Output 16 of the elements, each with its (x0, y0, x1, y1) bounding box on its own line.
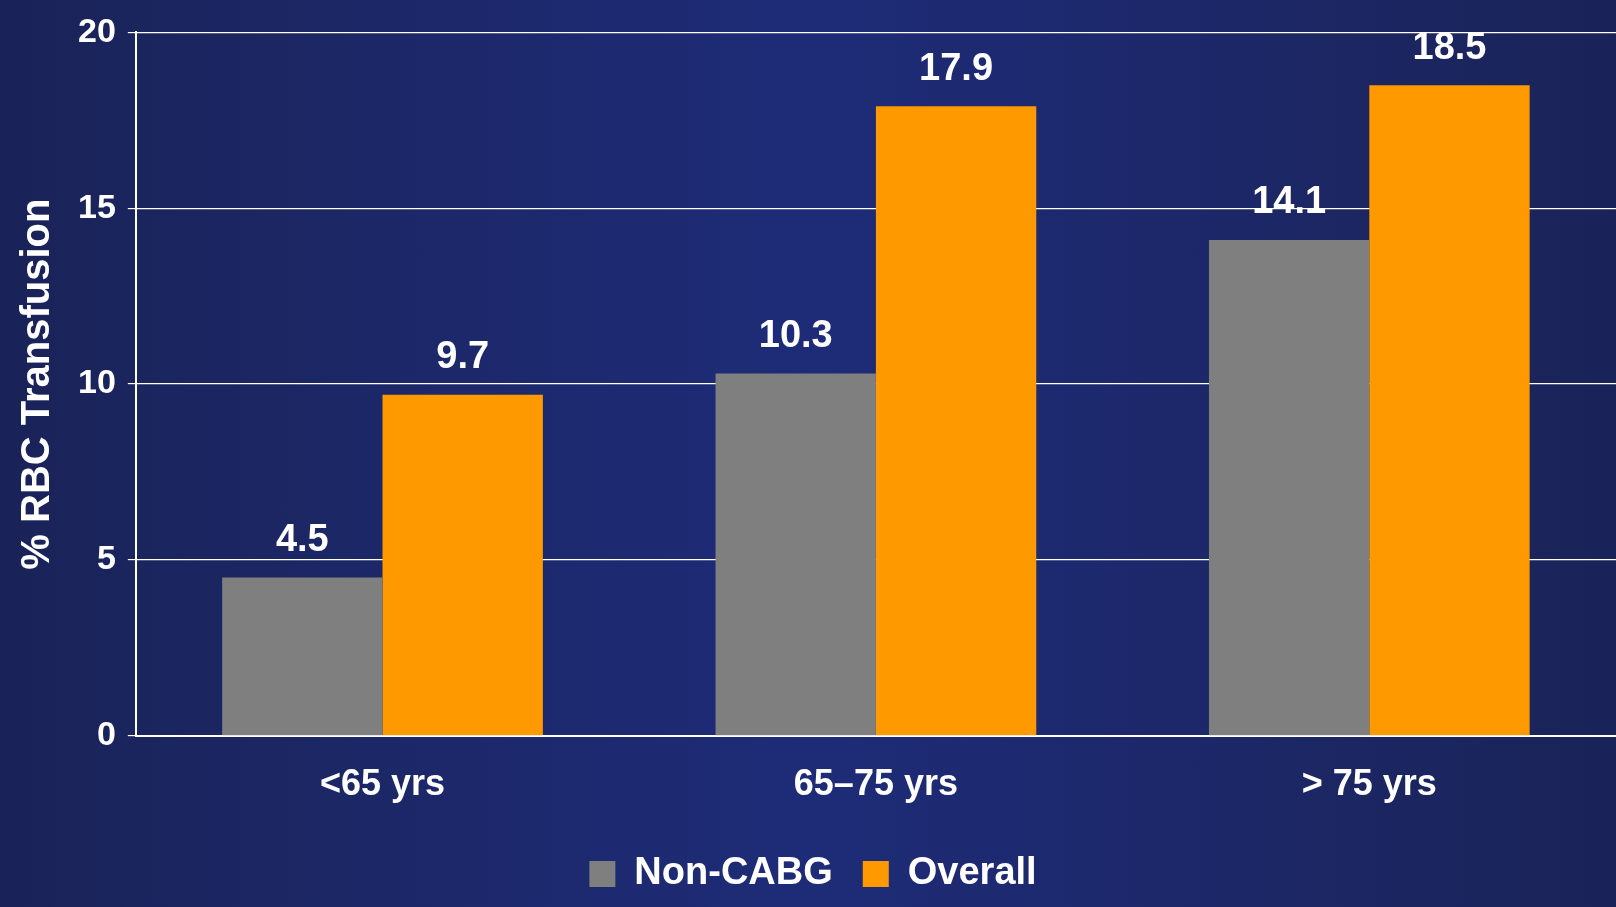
data-label: 17.9 (919, 45, 994, 88)
legend-label: Non-CABG (634, 850, 833, 893)
y-tick-label: 20 (77, 10, 116, 49)
x-tick-label: 65–75 yrs (793, 762, 958, 804)
data-label: 4.5 (275, 517, 329, 560)
y-tick-label: 15 (77, 186, 116, 225)
data-label: 10.3 (758, 313, 833, 356)
data-label: 9.7 (436, 334, 490, 377)
x-tick-label: > 75 yrs (1301, 762, 1437, 804)
y-tick-label: 5 (96, 538, 116, 577)
y-axis-title: % RBC Transfusion (13, 198, 58, 570)
y-tick-label: 10 (77, 362, 116, 401)
data-label: 18.5 (1412, 24, 1487, 67)
y-tick-label: 0 (96, 714, 116, 753)
legend-label: Overall (907, 850, 1037, 893)
x-tick-label: <65 yrs (319, 762, 446, 804)
